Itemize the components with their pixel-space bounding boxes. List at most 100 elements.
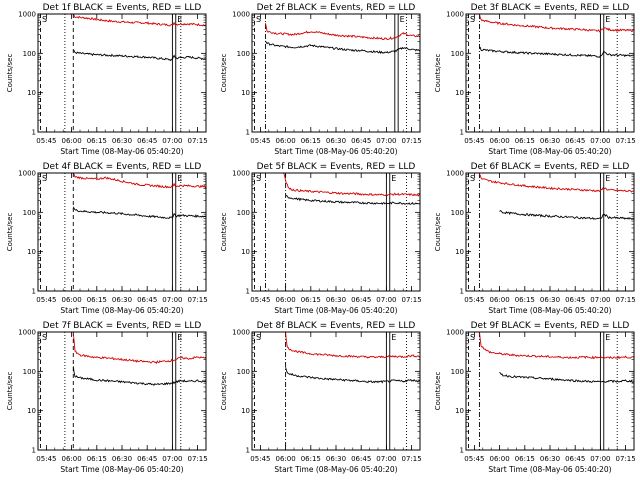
x-tick-label: 07:15 xyxy=(402,137,422,145)
x-tick-label: 06:30 xyxy=(540,137,560,145)
x-tick-label: 06:30 xyxy=(540,296,560,304)
y-tick-label: 100 xyxy=(23,50,36,58)
plot-frame xyxy=(251,172,421,292)
marker-label: S xyxy=(470,15,475,24)
x-tick-label: 06:15 xyxy=(515,455,535,463)
series-events-line xyxy=(499,210,634,220)
plot-frame xyxy=(465,331,635,451)
y-tick-label: 1 xyxy=(32,288,36,296)
y-tick-label: 1 xyxy=(246,129,250,137)
x-axis-label: Start Time (08-May-06 05:40:20) xyxy=(60,147,183,156)
panel-title: Det 1f BLACK = Events, RED = LLD xyxy=(43,3,202,13)
x-tick-label: 07:15 xyxy=(402,296,422,304)
panel-8: Det 8f BLACK = Events, RED = LLD Counts/s… xyxy=(220,321,422,474)
series-lld-line xyxy=(479,332,634,360)
x-tick-label: 07:00 xyxy=(162,137,182,145)
x-tick-label: 06:45 xyxy=(351,137,371,145)
marker-label: S xyxy=(42,333,47,342)
x-tick-label: 05:45 xyxy=(250,455,270,463)
x-tick-label: 06:15 xyxy=(301,455,321,463)
x-tick-label: 07:00 xyxy=(590,455,610,463)
x-tick-label: 06:45 xyxy=(565,137,585,145)
x-tick-label: 06:15 xyxy=(515,296,535,304)
y-axis-label: Counts/sec xyxy=(434,213,442,252)
x-tick-label: 07:15 xyxy=(188,455,208,463)
x-tick-label: 06:30 xyxy=(540,455,560,463)
panel-title: Det 4f BLACK = Events, RED = LLD xyxy=(43,162,202,172)
x-tick-label: 07:15 xyxy=(402,455,422,463)
y-tick-label: 1000 xyxy=(18,329,36,337)
x-tick-label: 06:30 xyxy=(326,296,346,304)
x-tick-label: 07:00 xyxy=(162,455,182,463)
x-tick-label: 06:15 xyxy=(301,296,321,304)
y-tick-label: 1 xyxy=(246,447,250,455)
series-events-line xyxy=(72,366,206,387)
x-tick-label: 07:15 xyxy=(188,137,208,145)
x-axis-label: Start Time (08-May-06 05:40:20) xyxy=(60,465,183,474)
plot-frame xyxy=(37,13,207,133)
marker-label: E xyxy=(400,15,405,24)
y-axis-label: Counts/sec xyxy=(434,372,442,411)
y-axis-label: Counts/sec xyxy=(6,213,14,252)
y-tick-label: 1000 xyxy=(446,11,464,19)
series-lld-line xyxy=(478,173,634,193)
x-tick-label: 07:00 xyxy=(162,296,182,304)
y-tick-label: 100 xyxy=(451,50,464,58)
x-axis-label: Start Time (08-May-06 05:40:20) xyxy=(60,306,183,315)
x-tick-label: 06:30 xyxy=(112,137,132,145)
y-axis-label: Counts/sec xyxy=(6,372,14,411)
series-events-line xyxy=(72,206,206,220)
series-lld-line xyxy=(264,23,420,41)
x-tick-label: 06:15 xyxy=(87,137,107,145)
y-tick-label: 1 xyxy=(460,288,464,296)
panel-5: Det 5f BLACK = Events, RED = LLD Counts/s… xyxy=(220,162,422,315)
x-tick-label: 06:30 xyxy=(326,455,346,463)
x-tick-label: 07:15 xyxy=(616,137,636,145)
y-tick-label: 1 xyxy=(32,129,36,137)
x-tick-label: 06:00 xyxy=(276,455,296,463)
plot-frame xyxy=(37,331,207,451)
x-tick-label: 06:45 xyxy=(351,455,371,463)
series-lld-line xyxy=(73,173,206,189)
panel-title: Det 7f BLACK = Events, RED = LLD xyxy=(43,321,202,331)
y-tick-label: 1000 xyxy=(446,329,464,337)
panel-9: Det 9f BLACK = Events, RED = LLD Counts/s… xyxy=(434,321,636,474)
x-tick-label: 07:15 xyxy=(616,455,636,463)
x-tick-label: 06:00 xyxy=(276,296,296,304)
panel-7: Det 7f BLACK = Events, RED = LLD Counts/s… xyxy=(6,321,208,474)
series-lld-line xyxy=(72,14,206,27)
marker-label: S xyxy=(256,174,261,183)
marker-label: S xyxy=(256,333,261,342)
x-tick-label: 06:00 xyxy=(490,296,510,304)
panel-4: Det 4f BLACK = Events, RED = LLD Counts/s… xyxy=(6,162,208,315)
x-tick-label: 06:45 xyxy=(137,455,157,463)
x-tick-label: 05:45 xyxy=(464,137,484,145)
marker-label: S xyxy=(256,15,261,24)
y-axis-label: Counts/sec xyxy=(434,54,442,93)
plot-frame xyxy=(37,172,207,292)
x-tick-label: 06:45 xyxy=(137,296,157,304)
marker-label: E xyxy=(605,15,610,24)
y-tick-label: 10 xyxy=(455,89,464,97)
y-tick-label: 1 xyxy=(460,447,464,455)
x-tick-label: 05:45 xyxy=(36,137,56,145)
x-tick-label: 07:00 xyxy=(590,296,610,304)
x-tick-label: 05:45 xyxy=(36,455,56,463)
series-lld-line xyxy=(252,173,420,197)
marker-label: E xyxy=(177,333,182,342)
x-tick-label: 06:00 xyxy=(62,137,82,145)
panel-title: Det 6f BLACK = Events, RED = LLD xyxy=(471,162,630,172)
y-tick-label: 100 xyxy=(23,368,36,376)
panel-title: Det 8f BLACK = Events, RED = LLD xyxy=(257,321,416,331)
x-tick-label: 06:15 xyxy=(301,137,321,145)
panels: Det 1f BLACK = Events, RED = LLD Counts/s… xyxy=(6,3,636,474)
x-tick-label: 07:15 xyxy=(188,296,208,304)
plot-frame xyxy=(251,331,421,451)
x-tick-label: 05:45 xyxy=(250,137,270,145)
x-tick-label: 05:45 xyxy=(464,296,484,304)
x-axis-label: Start Time (08-May-06 05:40:20) xyxy=(274,465,397,474)
x-axis-label: Start Time (08-May-06 05:40:20) xyxy=(488,306,611,315)
x-tick-label: 07:15 xyxy=(616,296,636,304)
